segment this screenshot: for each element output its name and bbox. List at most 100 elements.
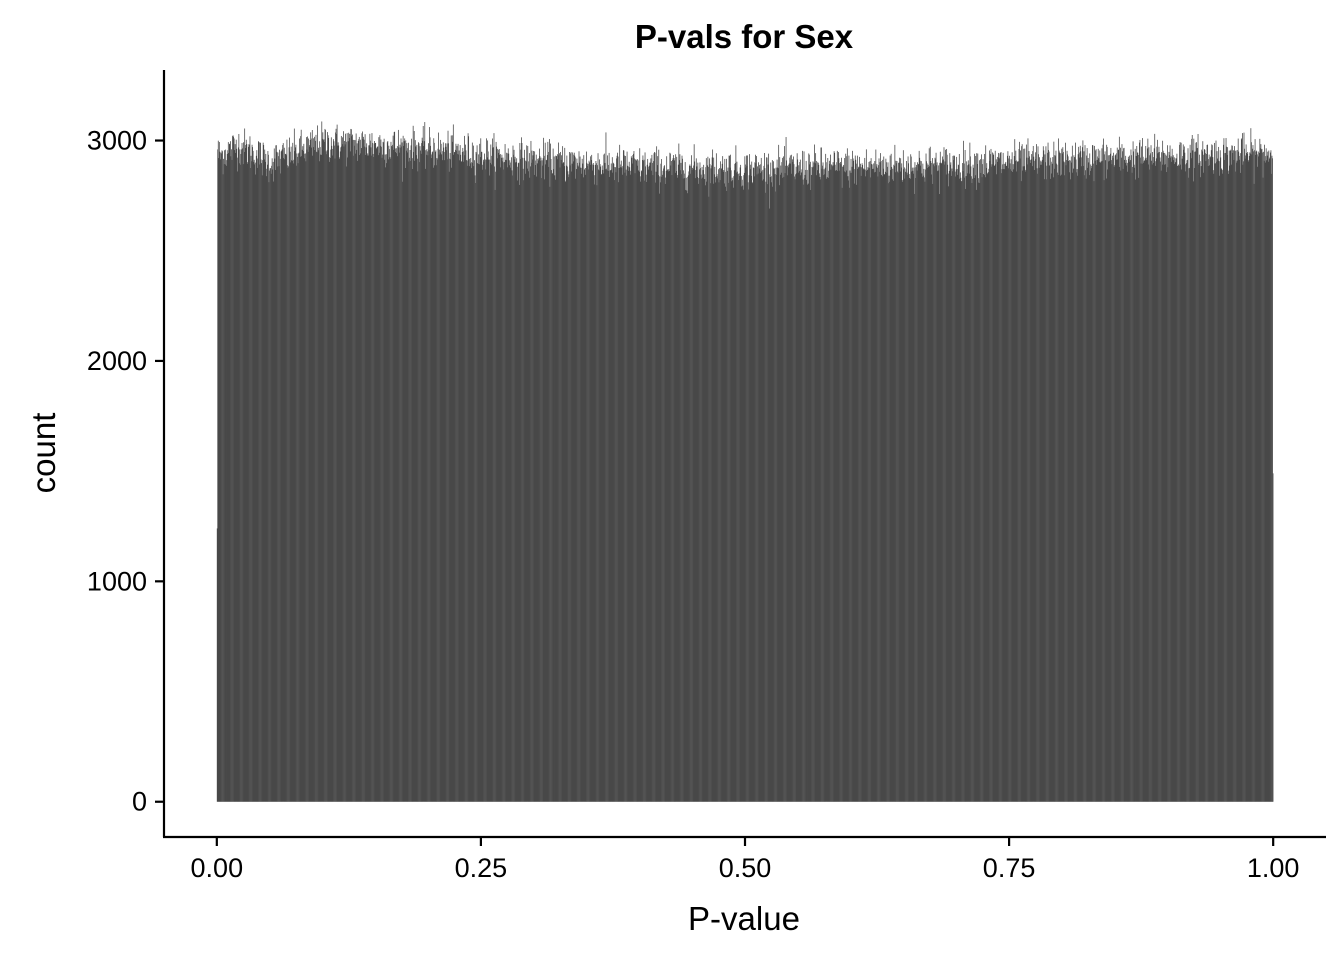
histogram-bar — [1178, 164, 1179, 802]
histogram-bar — [223, 158, 224, 802]
histogram-bar — [508, 165, 510, 802]
histogram-bar — [920, 165, 922, 802]
histogram-bar — [912, 170, 914, 802]
histogram-bar — [836, 162, 838, 802]
histogram-bar — [991, 166, 992, 802]
histogram-bar — [638, 170, 640, 802]
histogram-bar — [1013, 156, 1015, 802]
histogram-bar — [1018, 161, 1019, 802]
histogram-bar — [506, 167, 508, 802]
histogram-bar — [619, 144, 621, 802]
histogram-bar — [1140, 163, 1142, 802]
histogram-bar — [930, 161, 932, 802]
histogram-bar — [1038, 167, 1040, 802]
histogram-bar — [601, 174, 603, 802]
histogram-bar — [570, 153, 571, 802]
histogram-bar — [826, 178, 828, 802]
histogram-bar — [670, 165, 672, 802]
histogram-bar — [1099, 150, 1101, 802]
histogram-bar — [1030, 159, 1032, 802]
histogram-bar — [704, 185, 706, 802]
histogram-bar — [853, 169, 855, 802]
histogram-bar — [714, 166, 716, 802]
histogram-bar — [1221, 170, 1223, 802]
histogram-bar — [233, 136, 234, 802]
histogram-bar — [307, 151, 309, 802]
histogram-bar — [1008, 158, 1010, 802]
histogram-bar — [661, 176, 663, 802]
histogram-bar — [838, 158, 840, 802]
histogram-bar — [1034, 152, 1036, 802]
histogram-bar — [463, 151, 465, 802]
histogram-bar — [592, 162, 594, 802]
histogram-bar — [734, 163, 736, 802]
histogram-bar — [323, 139, 325, 802]
histogram-bar — [696, 166, 698, 802]
histogram-bar — [1207, 144, 1208, 802]
histogram-bar — [1190, 158, 1192, 802]
histogram-bar — [391, 146, 393, 802]
histogram-bar — [453, 154, 455, 802]
histogram-bar — [661, 159, 662, 802]
histogram-bar — [527, 161, 529, 802]
histogram-bar — [1139, 139, 1141, 802]
histogram-bar — [410, 160, 411, 802]
histogram-bar — [1267, 161, 1269, 802]
histogram-bar — [1269, 157, 1271, 802]
histogram-bar — [1198, 162, 1200, 802]
histogram-bar — [1214, 142, 1215, 802]
histogram-bar — [1118, 136, 1120, 802]
histogram-bar — [304, 158, 306, 802]
histogram-bar — [273, 148, 275, 802]
histogram-bar — [1017, 161, 1018, 802]
histogram-bar — [556, 154, 558, 802]
histogram-bar — [399, 152, 400, 802]
histogram-bar — [371, 155, 372, 802]
histogram-bar — [976, 153, 978, 802]
histogram-bar — [785, 165, 786, 802]
histogram-bar — [721, 168, 723, 802]
histogram-bar — [307, 136, 308, 802]
histogram-bar — [1095, 149, 1097, 802]
histogram-bar — [1077, 154, 1079, 802]
histogram-bar — [218, 158, 220, 802]
histogram-bar — [1236, 160, 1238, 802]
histogram-bar — [920, 161, 922, 802]
histogram-bar — [343, 146, 345, 802]
histogram-bar — [689, 165, 690, 802]
histogram-bar — [917, 162, 918, 802]
histogram-bar — [530, 140, 532, 802]
histogram-bar — [1133, 151, 1134, 802]
y-axis-title: count — [25, 413, 62, 494]
histogram-bar — [1129, 161, 1131, 802]
histogram-bar — [660, 163, 662, 802]
histogram-bar — [839, 163, 841, 802]
histogram-bar — [757, 166, 758, 802]
histogram-bar — [400, 147, 401, 802]
histogram-bar — [924, 177, 925, 802]
histogram-bar — [668, 171, 670, 802]
histogram-bar — [718, 182, 720, 802]
y-tick-label: 1000 — [87, 566, 147, 596]
histogram-bar — [811, 166, 813, 802]
histogram-bar — [321, 138, 323, 802]
histogram-bar — [1048, 151, 1050, 802]
histogram-bar — [945, 174, 947, 802]
histogram-bar — [468, 166, 470, 802]
histogram-bar — [1180, 164, 1181, 802]
histogram-bar — [319, 141, 321, 802]
histogram-bar — [573, 152, 575, 802]
histogram-bar — [375, 147, 377, 802]
histogram-bar — [978, 182, 980, 802]
histogram-bar — [235, 152, 237, 802]
histogram-bar — [481, 151, 483, 802]
histogram-bar — [325, 151, 327, 802]
histogram-bar — [621, 174, 623, 802]
histogram-bar — [1015, 150, 1017, 802]
histogram-bar — [251, 161, 252, 802]
histogram-bar — [810, 190, 812, 802]
histogram-bar — [968, 173, 970, 802]
histogram-bar — [671, 161, 672, 802]
histogram-bar — [568, 177, 569, 802]
histogram-bar — [277, 152, 279, 802]
